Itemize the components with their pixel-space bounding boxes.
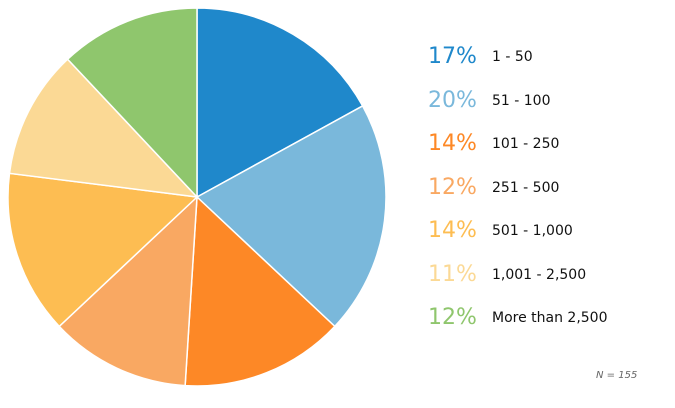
legend-item-7: 12% More than 2,500 [428,301,608,335]
legend-label: 51 - 100 [492,92,551,109]
legend-item-3: 14% 101 - 250 [428,127,559,161]
legend-item-5: 14% 501 - 1,000 [428,214,573,248]
sample-size-note: N = 155 [596,370,638,381]
pie-slice-4 [58,195,198,387]
legend-item-1: 17% 1 - 50 [428,40,533,74]
legend-label: 1 - 50 [492,49,533,65]
legend-percent: 14% [428,218,477,243]
legend-percent: 17% [428,44,477,69]
legend-percent: 11% [428,261,477,287]
legend-percent: 12% [428,174,477,200]
legend-label: 501 - 1,000 [492,223,573,239]
legend-item-6: 11% 1,001 - 2,500 [428,258,586,292]
pie-slice-7 [66,7,198,199]
pie-chart [7,7,387,387]
legend-label: More than 2,500 [492,310,608,326]
pie-slice-2 [195,104,387,328]
pie-slice-1 [196,7,364,199]
legend-item-2: 20% 51 - 100 [428,84,551,118]
pie-slice-5 [7,172,199,328]
pie-slice-6 [8,58,199,199]
legend-label: 101 - 250 [492,136,560,152]
legend-percent: 14% [428,131,477,156]
legend-percent: 20% [428,87,477,113]
legend-label: 1,001 - 2,500 [492,266,587,283]
legend-label: 251 - 500 [492,179,560,196]
pie-slice-3 [184,195,336,387]
legend-item-4: 12% 251 - 500 [428,171,559,205]
legend-percent: 12% [428,305,477,330]
